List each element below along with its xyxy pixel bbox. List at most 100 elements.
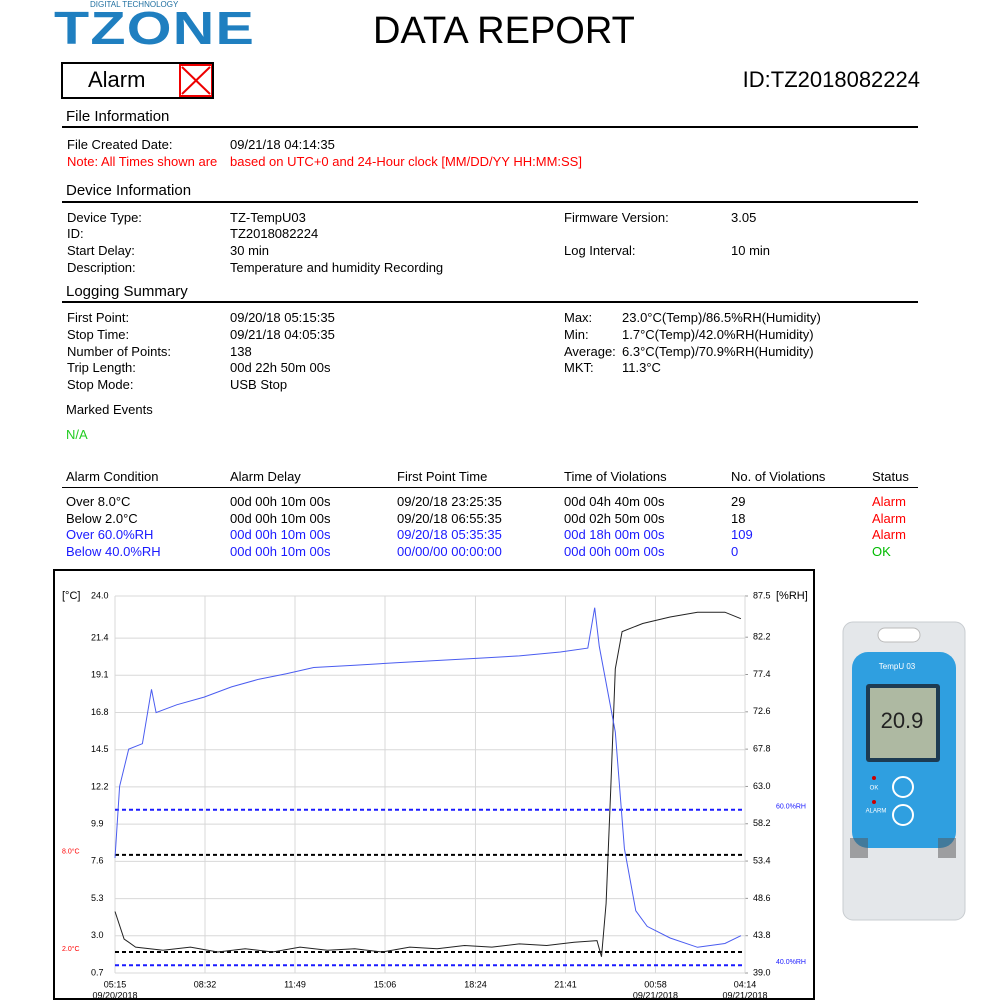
table-cell: OK [872, 543, 891, 559]
field-label: Stop Mode: [67, 376, 134, 392]
marked-events: N/A [66, 426, 88, 442]
device-vent [850, 838, 868, 858]
field-value: 23.0°C(Temp)/86.5%RH(Humidity) [622, 309, 821, 325]
table-cell: 09/20/18 05:35:35 [397, 526, 502, 542]
field-label: Device Type: [67, 209, 142, 225]
y2-tick-label: 82.2 [753, 632, 771, 642]
field-label: Description: [67, 259, 136, 275]
device-button [892, 804, 914, 826]
y2-tick-label: 77.4 [753, 669, 771, 679]
x-tick-label: 18:24 [464, 979, 487, 989]
field-label: File Created Date: [67, 136, 173, 152]
table-cell: 00d 04h 40m 00s [564, 493, 665, 509]
field-value: 09/20/18 05:15:35 [230, 309, 335, 325]
x-tick-date: 09/20/2018 [92, 990, 137, 1000]
alarm-box [61, 62, 214, 99]
x-tick-date: 09/21/2018 [633, 990, 678, 1000]
y2-tick-label: 39.0 [753, 967, 771, 977]
section-rule [62, 126, 918, 128]
field-value: Temperature and humidity Recording [230, 259, 444, 275]
device-vent [938, 838, 956, 858]
column-header: No. of Violations [731, 468, 826, 484]
table-rule [62, 487, 918, 488]
y-tick-label: 3.0 [91, 930, 104, 940]
field-label: Average: [564, 343, 616, 359]
device-led [872, 800, 876, 804]
field-value: TZ2018082224 [230, 225, 319, 241]
field-value: 09/21/18 04:05:35 [230, 326, 335, 342]
alarm-icon [181, 66, 211, 95]
field-label: Log Interval: [564, 242, 636, 258]
table-cell: Alarm [872, 526, 906, 542]
x-tick-label: 21:41 [554, 979, 577, 989]
table-cell: 00d 00h 10m 00s [230, 543, 331, 559]
threshold-label: 60.0%RH [776, 804, 806, 811]
table-cell: 109 [731, 526, 753, 542]
data-line [114, 607, 742, 948]
y-tick-label: 19.1 [91, 670, 109, 680]
report-id: ID:TZ2018082224 [742, 66, 920, 92]
table-cell: 00d 18h 00m 00s [564, 526, 665, 542]
field-label: Min: [564, 326, 589, 342]
logo-tagline: DIGITAL TECHNOLOGY [90, 0, 179, 9]
x-tick-label: 08:32 [194, 979, 217, 989]
section-heading: File Information [66, 107, 170, 125]
chart-frame [53, 569, 815, 1000]
device-hook [877, 627, 921, 643]
y2-tick-label: 72.6 [753, 706, 771, 716]
table-cell: 00d 00h 10m 00s [230, 493, 331, 509]
table-cell: 00/00/00 00:00:00 [397, 543, 502, 559]
device-ok-label: OK [870, 786, 879, 792]
column-header: Alarm Condition [66, 468, 159, 484]
data-line [114, 611, 742, 957]
y2-tick-label: 67.8 [753, 744, 771, 754]
y2-tick-label: 58.2 [753, 818, 771, 828]
column-header: Alarm Delay [230, 468, 301, 484]
y2-tick-label: 43.8 [753, 930, 771, 940]
y-tick-label: 12.2 [91, 781, 109, 791]
device-image: 20.9 TempU 03 OK ALARM [842, 621, 966, 921]
x-tick-date: 09/21/2018 [722, 990, 767, 1000]
note: Note: All Times shown are [67, 153, 218, 169]
y-tick-label: 0.7 [91, 967, 104, 977]
field-value: 10 min [731, 242, 771, 258]
table-cell: 00d 00h 10m 00s [230, 510, 331, 526]
field-value: 138 [230, 343, 252, 359]
table-cell: Alarm [872, 493, 906, 509]
threshold-label: 2.0°C [62, 945, 80, 953]
field-value: 11.3°C [622, 359, 661, 375]
field-label: Number of Points: [67, 343, 172, 359]
field-label: Stop Time: [67, 326, 130, 342]
device-display: 20.9 [881, 708, 924, 733]
report-title: DATA REPORT [373, 10, 635, 53]
note: based on UTC+0 and 24-Hour clock [MM/DD/… [230, 153, 582, 169]
column-header: Time of Violations [564, 468, 667, 484]
table-cell: 00d 00h 00m 00s [564, 543, 665, 559]
field-label: First Point: [67, 309, 130, 325]
table-cell: Over 8.0°C [66, 493, 131, 509]
field-label: MKT: [564, 359, 594, 375]
table-cell: Alarm [872, 510, 906, 526]
field-label: Trip Length: [67, 359, 136, 375]
logo: TZONE [54, 1, 256, 54]
field-label: Firmware Version: [564, 209, 669, 225]
field-value: 3.05 [731, 209, 757, 225]
field-value: 6.3°C(Temp)/70.9%RH(Humidity) [622, 343, 814, 359]
x-tick-label: 04:14 [734, 979, 757, 989]
section-heading: Logging Summary [66, 282, 188, 300]
y-axis-label: [°C] [62, 590, 80, 602]
x-tick-label: 11:49 [284, 979, 306, 989]
section-rule [62, 301, 918, 303]
field-value: USB Stop [230, 376, 288, 392]
x-tick-label: 15:06 [374, 979, 397, 989]
field-value: 30 min [230, 242, 270, 258]
y2-tick-label: 53.4 [753, 855, 771, 865]
table-cell: 29 [731, 493, 746, 509]
y2-tick-label: 63.0 [753, 781, 771, 791]
y-tick-label: 5.3 [91, 893, 104, 903]
field-label: ID: [67, 225, 84, 241]
device-button [892, 776, 914, 798]
table-cell: Below 40.0%RH [66, 543, 161, 559]
